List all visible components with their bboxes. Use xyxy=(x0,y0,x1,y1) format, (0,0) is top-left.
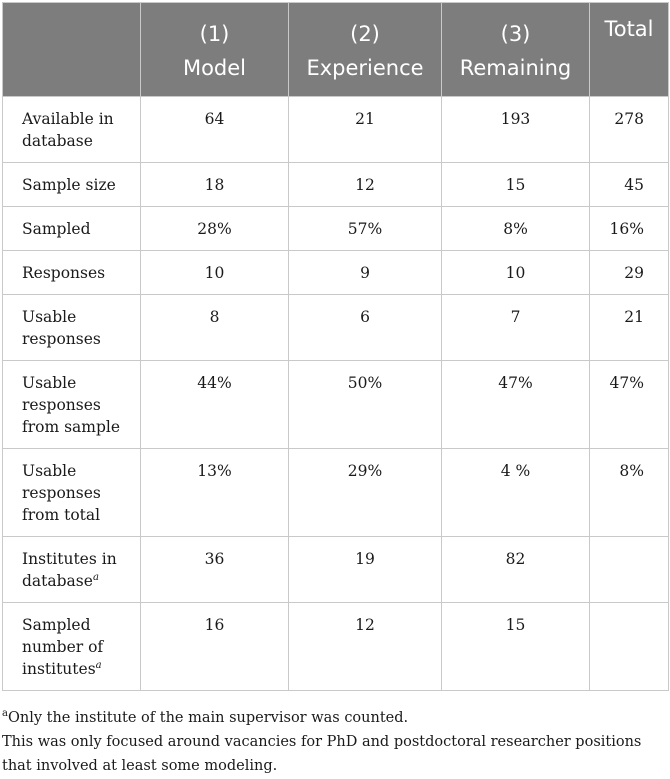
table-row: Sampled number of institutesa 16 12 15 xyxy=(2,602,669,691)
table-cell: 82 xyxy=(441,536,590,603)
footnote-text: This was only focused around vacancies f… xyxy=(2,734,642,774)
row-label: Responses xyxy=(2,250,141,295)
header-column-name: Experience xyxy=(288,50,442,97)
table-cell-total: 8% xyxy=(589,448,669,537)
table-cell-total: 16% xyxy=(589,206,669,251)
row-label: Available in database xyxy=(2,96,141,163)
table-cell: 7 xyxy=(441,294,590,361)
table-cell: 10 xyxy=(441,250,590,295)
table-cell: 44% xyxy=(140,360,289,449)
table-body: Available in database 64 21 193 278 Samp… xyxy=(2,96,669,691)
table-cell: 36 xyxy=(140,536,289,603)
row-label: Sampled xyxy=(2,206,141,251)
header-blank-cell xyxy=(2,2,141,97)
table-cell: 19 xyxy=(288,536,442,603)
header-column-number: (3) xyxy=(441,2,590,50)
table-cell: 57% xyxy=(288,206,442,251)
table-cell: 12 xyxy=(288,602,442,691)
table-row: Responses 10 9 10 29 xyxy=(2,250,669,295)
table-row: Usable responses 8 6 7 21 xyxy=(2,294,669,361)
table-cell: 28% xyxy=(140,206,289,251)
table-cell: 18 xyxy=(140,162,289,207)
table-cell: 15 xyxy=(441,602,590,691)
table-cell: 64 xyxy=(140,96,289,163)
table-cell: 10 xyxy=(140,250,289,295)
header-column-name: Model xyxy=(140,50,289,97)
header-total: Total xyxy=(589,2,669,97)
footnote: aOnly the institute of the main supervis… xyxy=(2,706,668,730)
table-header: (1) (2) (3) Total Model Experience Remai… xyxy=(2,2,669,97)
table-row: Sample size 18 12 15 45 xyxy=(2,162,669,207)
header-row-numbers: (1) (2) (3) Total xyxy=(2,2,669,97)
row-label: Usable responses from sample xyxy=(2,360,141,449)
table-cell-total: 47% xyxy=(589,360,669,449)
table-cell: 8% xyxy=(441,206,590,251)
row-label: Usable responses xyxy=(2,294,141,361)
table-footnotes: aOnly the institute of the main supervis… xyxy=(2,706,668,778)
table-cell: 29% xyxy=(288,448,442,537)
table-cell: 15 xyxy=(441,162,590,207)
row-label-text: Sampled number of institutes xyxy=(22,616,104,678)
table-cell-total: 45 xyxy=(589,162,669,207)
table-cell-total: 21 xyxy=(589,294,669,361)
table-row: Available in database 64 21 193 278 xyxy=(2,96,669,163)
table-row: Institutes in databasea 36 19 82 xyxy=(2,536,669,603)
data-table-container: (1) (2) (3) Total Model Experience Remai… xyxy=(2,2,669,691)
table-cell: 16 xyxy=(140,602,289,691)
table-row: Usable responses from sample 44% 50% 47%… xyxy=(2,360,669,449)
row-label-with-footnote: Sampled number of institutesa xyxy=(2,602,141,691)
header-column-number: (2) xyxy=(288,2,442,50)
table-cell: 6 xyxy=(288,294,442,361)
footnote: This was only focused around vacancies f… xyxy=(2,730,668,778)
row-label-with-footnote: Institutes in databasea xyxy=(2,536,141,603)
table-cell: 193 xyxy=(441,96,590,163)
table-row: Usable responses from total 13% 29% 4 % … xyxy=(2,448,669,537)
footnote-text: Only the institute of the main superviso… xyxy=(7,710,409,726)
header-row-names: Model Experience Remaining xyxy=(3,50,669,97)
table-cell-total xyxy=(589,536,669,603)
table-cell: 50% xyxy=(288,360,442,449)
data-table: (1) (2) (3) Total Model Experience Remai… xyxy=(2,2,669,691)
footnote-mark: a xyxy=(95,659,102,671)
table-cell: 21 xyxy=(288,96,442,163)
header-column-number: (1) xyxy=(140,2,289,50)
table-cell-total: 278 xyxy=(589,96,669,163)
table-cell: 8 xyxy=(140,294,289,361)
footnote-mark: a xyxy=(92,571,99,583)
table-cell: 9 xyxy=(288,250,442,295)
table-cell-total: 29 xyxy=(589,250,669,295)
table-cell: 4 % xyxy=(441,448,590,537)
row-label: Sample size xyxy=(2,162,141,207)
row-label: Usable responses from total xyxy=(2,448,141,537)
table-row: Sampled 28% 57% 8% 16% xyxy=(2,206,669,251)
row-label-text: Institutes in database xyxy=(22,550,117,590)
table-cell-total xyxy=(589,602,669,691)
table-cell: 12 xyxy=(288,162,442,207)
footnote-mark: a xyxy=(2,708,8,720)
header-column-name: Remaining xyxy=(441,50,590,97)
table-cell: 47% xyxy=(441,360,590,449)
table-cell: 13% xyxy=(140,448,289,537)
